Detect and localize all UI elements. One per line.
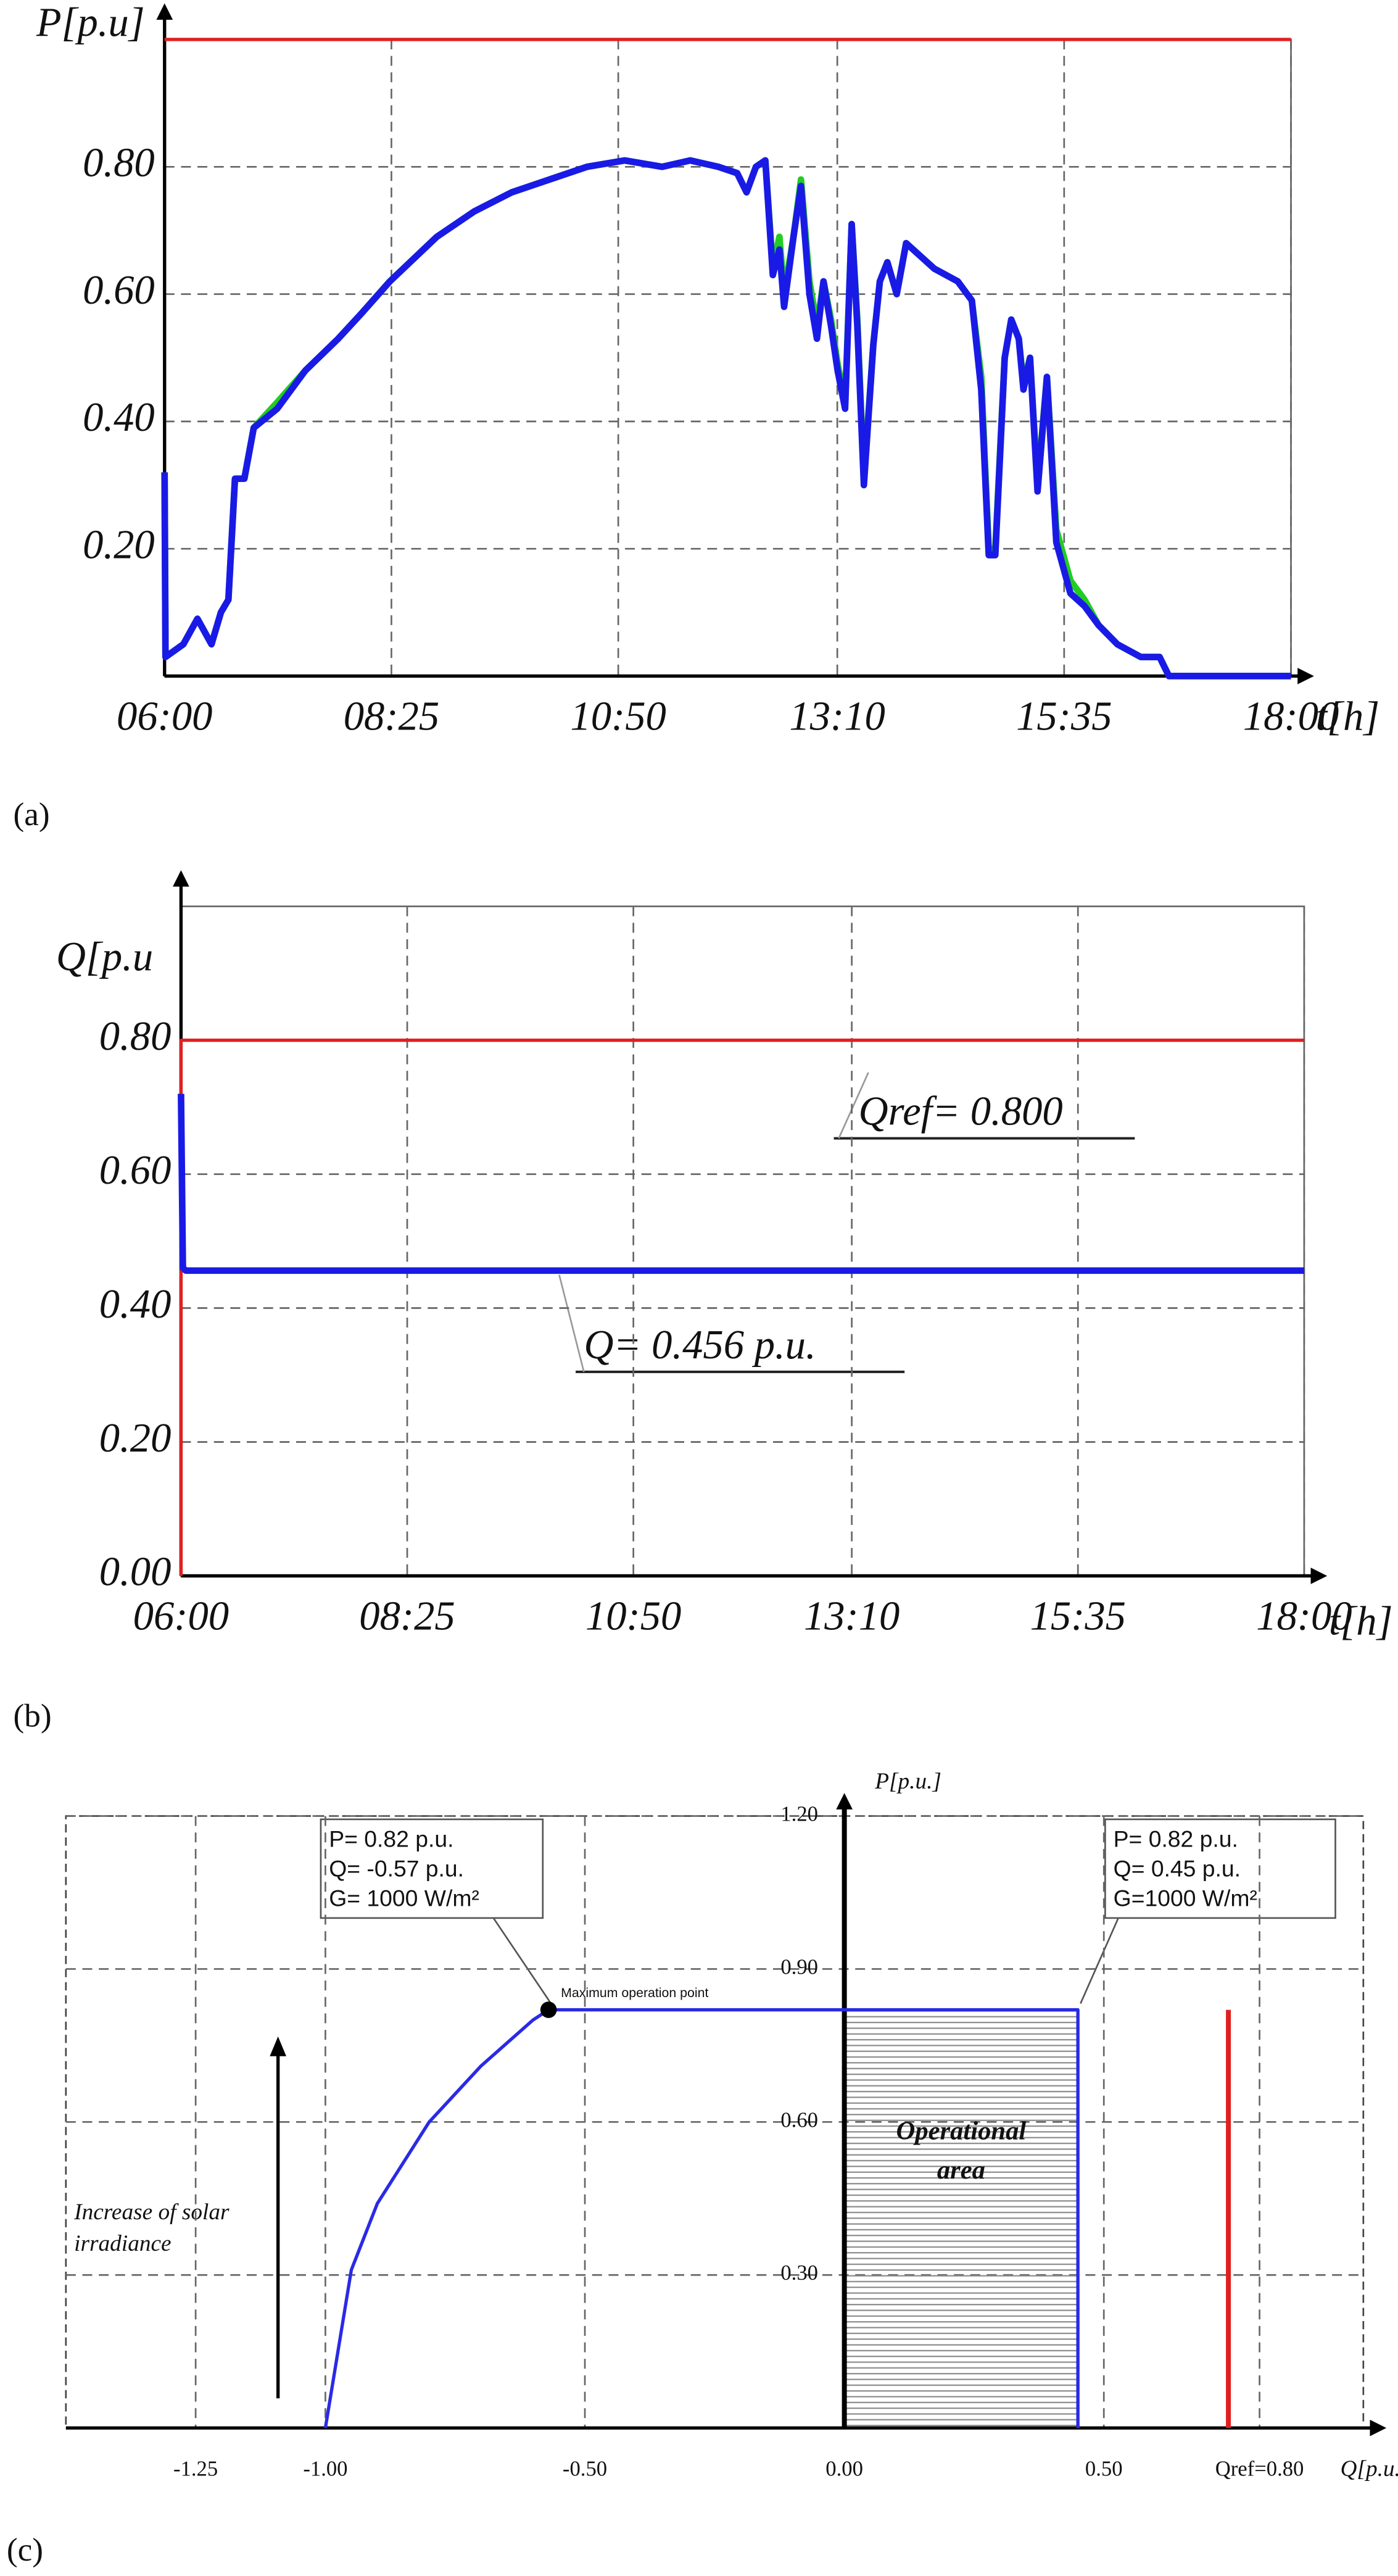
area-label: Operational [896, 2116, 1026, 2145]
x-tick-label: 0.50 [1085, 2457, 1123, 2480]
x-tick-label: 18:00 [1256, 1594, 1352, 1639]
annotation: G=1000 W/m² [1114, 1885, 1257, 1911]
x-tick-label: -0.50 [563, 2457, 607, 2480]
y-axis-label: P[p.u.] [874, 1769, 941, 1794]
leader [838, 1072, 869, 1139]
y-tick-label: 0.80 [83, 141, 155, 186]
x-tick-label: 06:00 [133, 1594, 229, 1639]
x-tick-label: 0.00 [825, 2457, 863, 2480]
y-tick-label: 0.60 [780, 2108, 818, 2132]
y-tick-label: 0.30 [780, 2261, 818, 2285]
x-tick-label: 15:35 [1016, 694, 1112, 739]
series-line [161, 157, 1291, 679]
annotation: Increase of solar [73, 2200, 230, 2225]
y-axis-arrow [156, 3, 173, 20]
y-axis-arrow [173, 870, 189, 887]
y-tick-label: 0.40 [83, 395, 155, 440]
y-tick-label: 0.90 [780, 1955, 818, 1979]
x-tick-label: 13:10 [789, 694, 885, 739]
panel-label: (c) [7, 2532, 43, 2568]
annotation: P= 0.82 p.u. [1114, 1826, 1238, 1851]
callout-box [1104, 1818, 1336, 1919]
y-tick-label: 1.20 [780, 1803, 818, 1826]
x-tick-label: -1.25 [173, 2457, 218, 2480]
series-line [161, 157, 1291, 679]
x-axis-label: Q[p.u.] [1341, 2456, 1398, 2482]
annotation: irradiance [74, 2231, 171, 2256]
x-tick-label: -1.00 [303, 2457, 347, 2480]
panel-a: 0.20 0.40 0.60 0.80 06:00 08:25 10:50 13:10 15:3… [36, 0, 1379, 739]
annotation: G= 1000 W/m² [329, 1885, 479, 1911]
y-axis-arrow [836, 1793, 853, 1809]
y-tick-label: 0.80 [99, 1014, 172, 1059]
x-tick-label: 10:50 [570, 694, 666, 739]
x-axis-arrow [1370, 2419, 1387, 2437]
x-tick-label: 15:35 [1030, 1594, 1126, 1639]
area-label: area [937, 2156, 985, 2185]
x-tick-label: 18:00 [1243, 694, 1339, 739]
x-axis-arrow [1297, 668, 1314, 684]
y-tick-label: 0.40 [99, 1282, 172, 1327]
y-tick-label: 0.00 [99, 1550, 172, 1595]
y-tick-label: 0.20 [83, 522, 155, 567]
y-tick-label: 0.60 [99, 1148, 172, 1193]
y-tick-label: 0.60 [83, 268, 155, 313]
annotation: Qref= 0.800 [859, 1089, 1063, 1134]
y-tick-label: 0.20 [99, 1416, 172, 1461]
x-axis-label: t[h] [1316, 694, 1380, 739]
panel-b: Qref= 0.800 Q= 0.456 p.u. 0.00 0.20 0.40 0.… [56, 870, 1393, 1644]
series-line [323, 2008, 1080, 2429]
operational-area [844, 2009, 1078, 2429]
y-axis-label: P[p.u] [36, 0, 145, 45]
x-tick-label: 08:25 [359, 1594, 455, 1639]
annotation: Q= -0.57 p.u. [329, 1855, 464, 1881]
arrow-head [270, 2036, 286, 2056]
plot-frame [180, 905, 1305, 1577]
x-axis-label: t[h] [1329, 1599, 1393, 1644]
y-axis-label: Q[p.u [56, 934, 153, 979]
x-axis-arrow [1310, 1568, 1328, 1584]
x-tick-label: Qref=0.80 [1215, 2457, 1304, 2480]
annotation: Maximum operation point [561, 1985, 708, 2000]
annotation: P= 0.82 p.u. [329, 1826, 453, 1851]
plot-frame [163, 38, 1292, 677]
leader [1080, 1917, 1119, 2004]
x-tick-label: 13:10 [804, 1594, 900, 1639]
x-tick-label: 10:50 [585, 1594, 681, 1639]
series-line [178, 1094, 1304, 1274]
panel-label: (b) [14, 1698, 52, 1734]
series-line [179, 1038, 1304, 1576]
annotation: Q= 0.45 p.u. [1114, 1855, 1241, 1881]
x-tick-label: 08:25 [344, 694, 439, 739]
leader [492, 1917, 552, 2005]
operation-point [540, 2001, 557, 2018]
callout-box [320, 1818, 544, 1919]
panel-label: (a) [14, 796, 50, 833]
x-tick-label: 06:00 [117, 694, 212, 739]
leader [558, 1274, 585, 1373]
annotation: Q= 0.456 p.u. [584, 1323, 816, 1368]
panel-c: P= 0.82 p.u. Q= -0.57 p.u. G= 1000 W/m² … [65, 1769, 1398, 2482]
